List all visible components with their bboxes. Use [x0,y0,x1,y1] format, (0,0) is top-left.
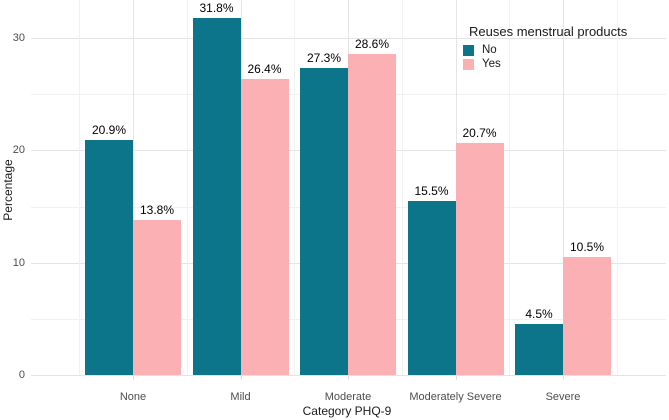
legend-item-yes: Yes [463,58,627,70]
value-label: 10.5% [569,240,605,255]
bar-no-none [85,140,133,375]
x-tick-mark [133,376,134,380]
x-gridline-minor [616,0,618,375]
x-tick-mark [455,376,457,380]
bar-yes-severe [563,257,611,375]
legend-item-label: No [482,44,497,56]
x-tick-label: Mild [230,391,251,403]
x-gridline-minor [186,0,188,375]
value-label: 20.9% [91,123,127,138]
x-tick-mark [563,376,564,380]
value-label: 20.7% [462,125,497,140]
x-tick-label: None [119,391,147,403]
bar-no-severe [515,324,563,375]
value-label: 4.5% [525,307,553,322]
legend-items: No Yes [463,44,627,70]
x-gridline-major [563,0,564,375]
x-axis-title: Category PHQ-9 [302,404,392,418]
legend-key-swatch [463,44,474,56]
value-label: 26.4% [247,61,282,76]
x-tick-mark [348,376,349,380]
x-gridline-major [133,0,134,375]
bar-yes-moderate [348,53,396,375]
bar-yes-moderately-severe [455,142,504,375]
x-gridline-minor [79,0,81,375]
value-label: 31.8% [199,0,234,15]
x-tick-mark [240,376,242,380]
y-tick-label: 20 [12,144,25,157]
x-gridline-minor [401,0,403,375]
y-tick-label: 0 [18,369,25,381]
bar-yes-mild [240,78,289,375]
legend: Reuses menstrual products No Yes [463,24,627,72]
x-tick-label: Moderately Severe [409,391,502,403]
legend-key-swatch [463,58,474,70]
x-tick-label: Moderate [324,391,372,403]
legend-title: Reuses menstrual products [469,24,628,39]
y-tick-label: 30 [12,32,25,45]
value-label: 28.6% [354,36,390,51]
x-gridline-minor [509,0,511,375]
x-tick-label: Severe [545,391,581,403]
value-label: 15.5% [414,183,449,198]
bar-no-moderate [300,68,348,375]
legend-item-label: Yes [482,58,501,70]
x-gridline-minor [294,0,296,375]
value-label: 13.8% [139,203,175,218]
bar-no-mild [192,17,241,375]
value-label: 27.3% [306,51,342,66]
bar-yes-none [133,220,181,375]
y-tick-label: 10 [12,256,25,269]
legend-item-no: No [463,44,627,56]
bar-no-moderately-severe [407,200,456,375]
y-gridline-major [31,375,666,376]
